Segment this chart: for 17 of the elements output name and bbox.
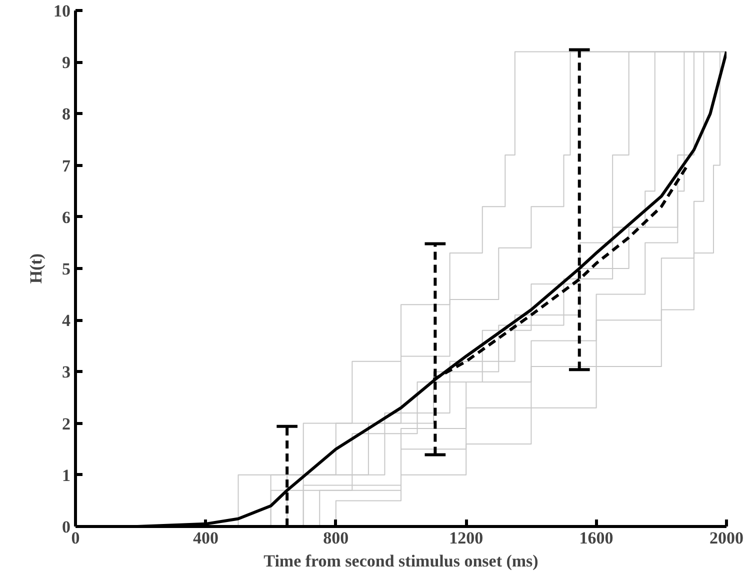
y-tick-label: 4 <box>62 311 71 330</box>
x-tick-label: 800 <box>323 528 349 548</box>
y-tick-label: 1 <box>62 466 70 485</box>
y-tick-label: 8 <box>62 104 70 124</box>
y-tick-label: 5 <box>62 260 70 278</box>
y-axis-title: H(t) <box>26 253 46 284</box>
y-tick-label: 6 <box>62 208 70 227</box>
x-tick-label: 2000 <box>710 528 744 548</box>
y-tick-label: 3 <box>62 362 70 382</box>
y-tick-label: 9 <box>62 53 70 72</box>
y-tick-label: 7 <box>62 156 71 176</box>
x-tick-label: 400 <box>192 528 218 548</box>
x-tick-label: 1600 <box>579 528 614 548</box>
y-tick-label: 10 <box>54 2 70 20</box>
x-tick-label: 1200 <box>449 528 484 548</box>
x-axis-title: Time from second stimulus onset (ms) <box>264 552 538 570</box>
y-tick-label: 2 <box>62 414 70 434</box>
